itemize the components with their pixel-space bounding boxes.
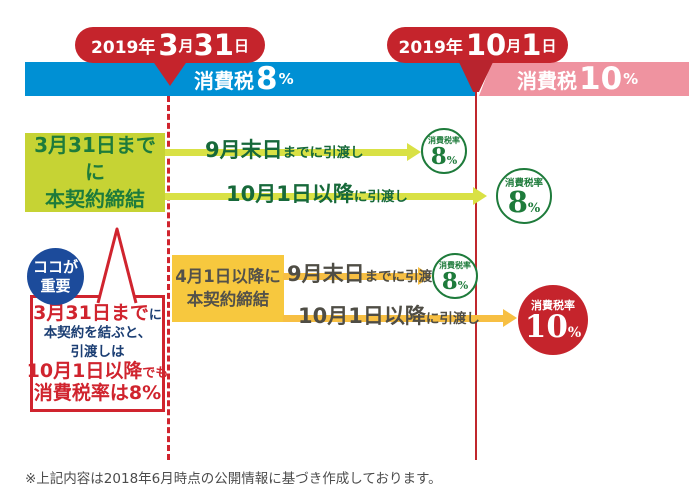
tax10-percent: %: [623, 70, 639, 88]
banner1-month-num: 3: [158, 27, 179, 62]
arrow4-label-small: に引渡し: [425, 311, 480, 327]
arrow1-label-small: までに引渡し: [282, 145, 364, 161]
arrow2-line: [165, 193, 474, 200]
tax8-bar-label: 消費税 8%: [194, 62, 294, 96]
banner1-month-unit: 月: [178, 36, 194, 55]
contract-after-line1: 4月1日以降に: [175, 267, 281, 287]
march31-dashed-guideline: [167, 96, 170, 460]
c2-label: 消費税率: [504, 178, 543, 190]
callout-line3: 引渡しは: [70, 343, 125, 360]
important-badge: ココが 重要: [27, 248, 84, 305]
c4-number: 10%: [524, 309, 582, 346]
arrow1-line: [165, 149, 408, 156]
rate-circle-8pct-2: 消費税率 8%: [496, 168, 552, 224]
callout-line1: 3月31日までに: [33, 301, 162, 324]
tax8-period-bar: [25, 62, 476, 96]
tax8-number: 8: [256, 60, 278, 97]
arrow4-line: [283, 315, 504, 322]
arrow3-label-small: までに引渡し: [364, 269, 446, 285]
banner2-day-unit: 日: [541, 36, 557, 55]
tax10-text: 消費税: [517, 68, 577, 93]
arrow3-head-icon: [418, 267, 432, 285]
c2-number: 8%: [507, 185, 541, 220]
arrow2-label-small: に引渡し: [353, 189, 408, 205]
tax10-number: 10: [579, 60, 623, 97]
tax10-period-bar: [479, 62, 689, 96]
badge-line1: ココが: [32, 257, 78, 276]
callout-pointer-spike: [96, 227, 138, 304]
rate-circle-8pct-1: 消費税率 8%: [421, 128, 467, 174]
arrow4-head-icon: [503, 309, 517, 327]
arrow4-label-big: 10月1日以降: [298, 304, 426, 328]
c3-label: 消費税率: [439, 259, 471, 270]
banner2-day-num: 1: [521, 27, 542, 62]
contract-before-march-box: 3月31日までに 本契約締結: [25, 133, 165, 212]
c1-number: 8%: [430, 142, 458, 170]
arrow4-label: 10月1日以降に引渡し: [298, 300, 480, 330]
banner2-year: 2019年: [398, 37, 463, 58]
banner2-month-unit: 月: [506, 36, 522, 55]
arrow2-label: 10月1日以降に引渡し: [226, 178, 408, 208]
tax8-percent: %: [278, 70, 294, 88]
banner1-day-num: 31: [193, 27, 234, 62]
footer-disclaimer: ※上記内容は2018年6月時点の公開情報に基づき作成しております。: [25, 471, 442, 487]
arrow1-label-big: 9月末日: [205, 138, 283, 162]
arrow1-head-icon: [407, 143, 421, 161]
date-banner-march31: 2019年 3 月 31 日: [75, 27, 265, 63]
arrow3-label: 9月末日までに引渡し: [287, 258, 446, 288]
callout-line4: 10月1日以降でも: [26, 359, 169, 382]
tax8-text: 消費税: [194, 68, 254, 93]
c3-number: 8%: [441, 267, 469, 295]
banner1-year: 2019年: [91, 37, 156, 58]
c1-label: 消費税率: [428, 134, 460, 145]
arrow2-label-big: 10月1日以降: [226, 182, 354, 206]
tax10-bar-label: 消費税 10%: [517, 62, 638, 96]
rate-circle-8pct-3: 消費税率 8%: [432, 253, 478, 299]
rate-circle-10pct: 消費税率 10%: [518, 285, 588, 355]
c4-label: 消費税率: [531, 299, 575, 313]
arrow3-line: [283, 273, 419, 280]
banner1-day-unit: 日: [233, 36, 249, 55]
contract-after-line2: 本契約締結: [186, 289, 270, 309]
contract-before-line1: 3月31日までに: [34, 133, 156, 184]
contract-after-april-box: 4月1日以降に 本契約締結: [172, 255, 284, 322]
contract-before-line2: 本契約締結: [45, 187, 145, 211]
important-note-box: 3月31日までに 本契約を結ぶと、 引渡しは 10月1日以降でも 消費税率は8%: [27, 295, 168, 412]
banner2-month-num: 10: [465, 27, 507, 62]
arrow2-head-icon: [473, 187, 487, 205]
date-banner-october1: 2019年 10 月 1 日: [387, 27, 568, 63]
banner1-pointer-tail: [152, 60, 188, 86]
callout-line5: 消費税率は8%: [33, 381, 162, 404]
callout-line2: 本契約を結ぶと、: [43, 325, 152, 342]
arrow3-label-big: 9月末日: [287, 262, 365, 286]
arrow1-label: 9月末日までに引渡し: [205, 134, 364, 164]
badge-line2: 重要: [40, 276, 71, 295]
